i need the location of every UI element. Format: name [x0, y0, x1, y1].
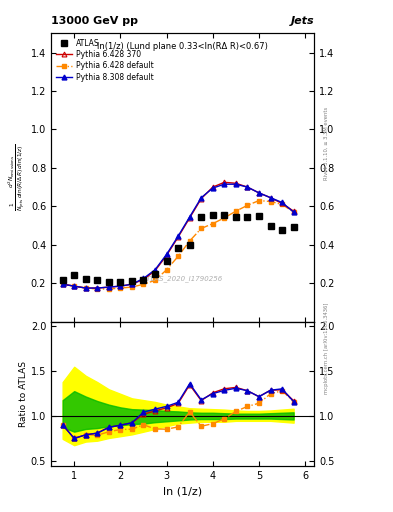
Legend: ATLAS, Pythia 6.428 370, Pythia 6.428 default, Pythia 8.308 default: ATLAS, Pythia 6.428 370, Pythia 6.428 de… [53, 35, 156, 84]
Text: ATLAS_2020_I1790256: ATLAS_2020_I1790256 [143, 275, 223, 282]
Y-axis label: Ratio to ATLAS: Ratio to ATLAS [19, 361, 28, 427]
Text: ln(1/z) (Lund plane 0.33<ln(RΔ R)<0.67): ln(1/z) (Lund plane 0.33<ln(RΔ R)<0.67) [97, 42, 268, 51]
Text: mcplots.cern.ch [arXiv:1306.3436]: mcplots.cern.ch [arXiv:1306.3436] [324, 303, 329, 394]
Text: Jets: Jets [291, 15, 314, 26]
Y-axis label: $\frac{1}{N_\mathrm{jets}}\frac{d^2 N_\mathrm{emissions}}{d\ln (R/\Delta\,R)\,d\: $\frac{1}{N_\mathrm{jets}}\frac{d^2 N_\m… [6, 144, 27, 211]
Text: 13000 GeV pp: 13000 GeV pp [51, 15, 138, 26]
Text: Rivet 3.1.10, ≥ 3.3M events: Rivet 3.1.10, ≥ 3.3M events [324, 106, 329, 180]
X-axis label: ln (1/z): ln (1/z) [163, 486, 202, 496]
